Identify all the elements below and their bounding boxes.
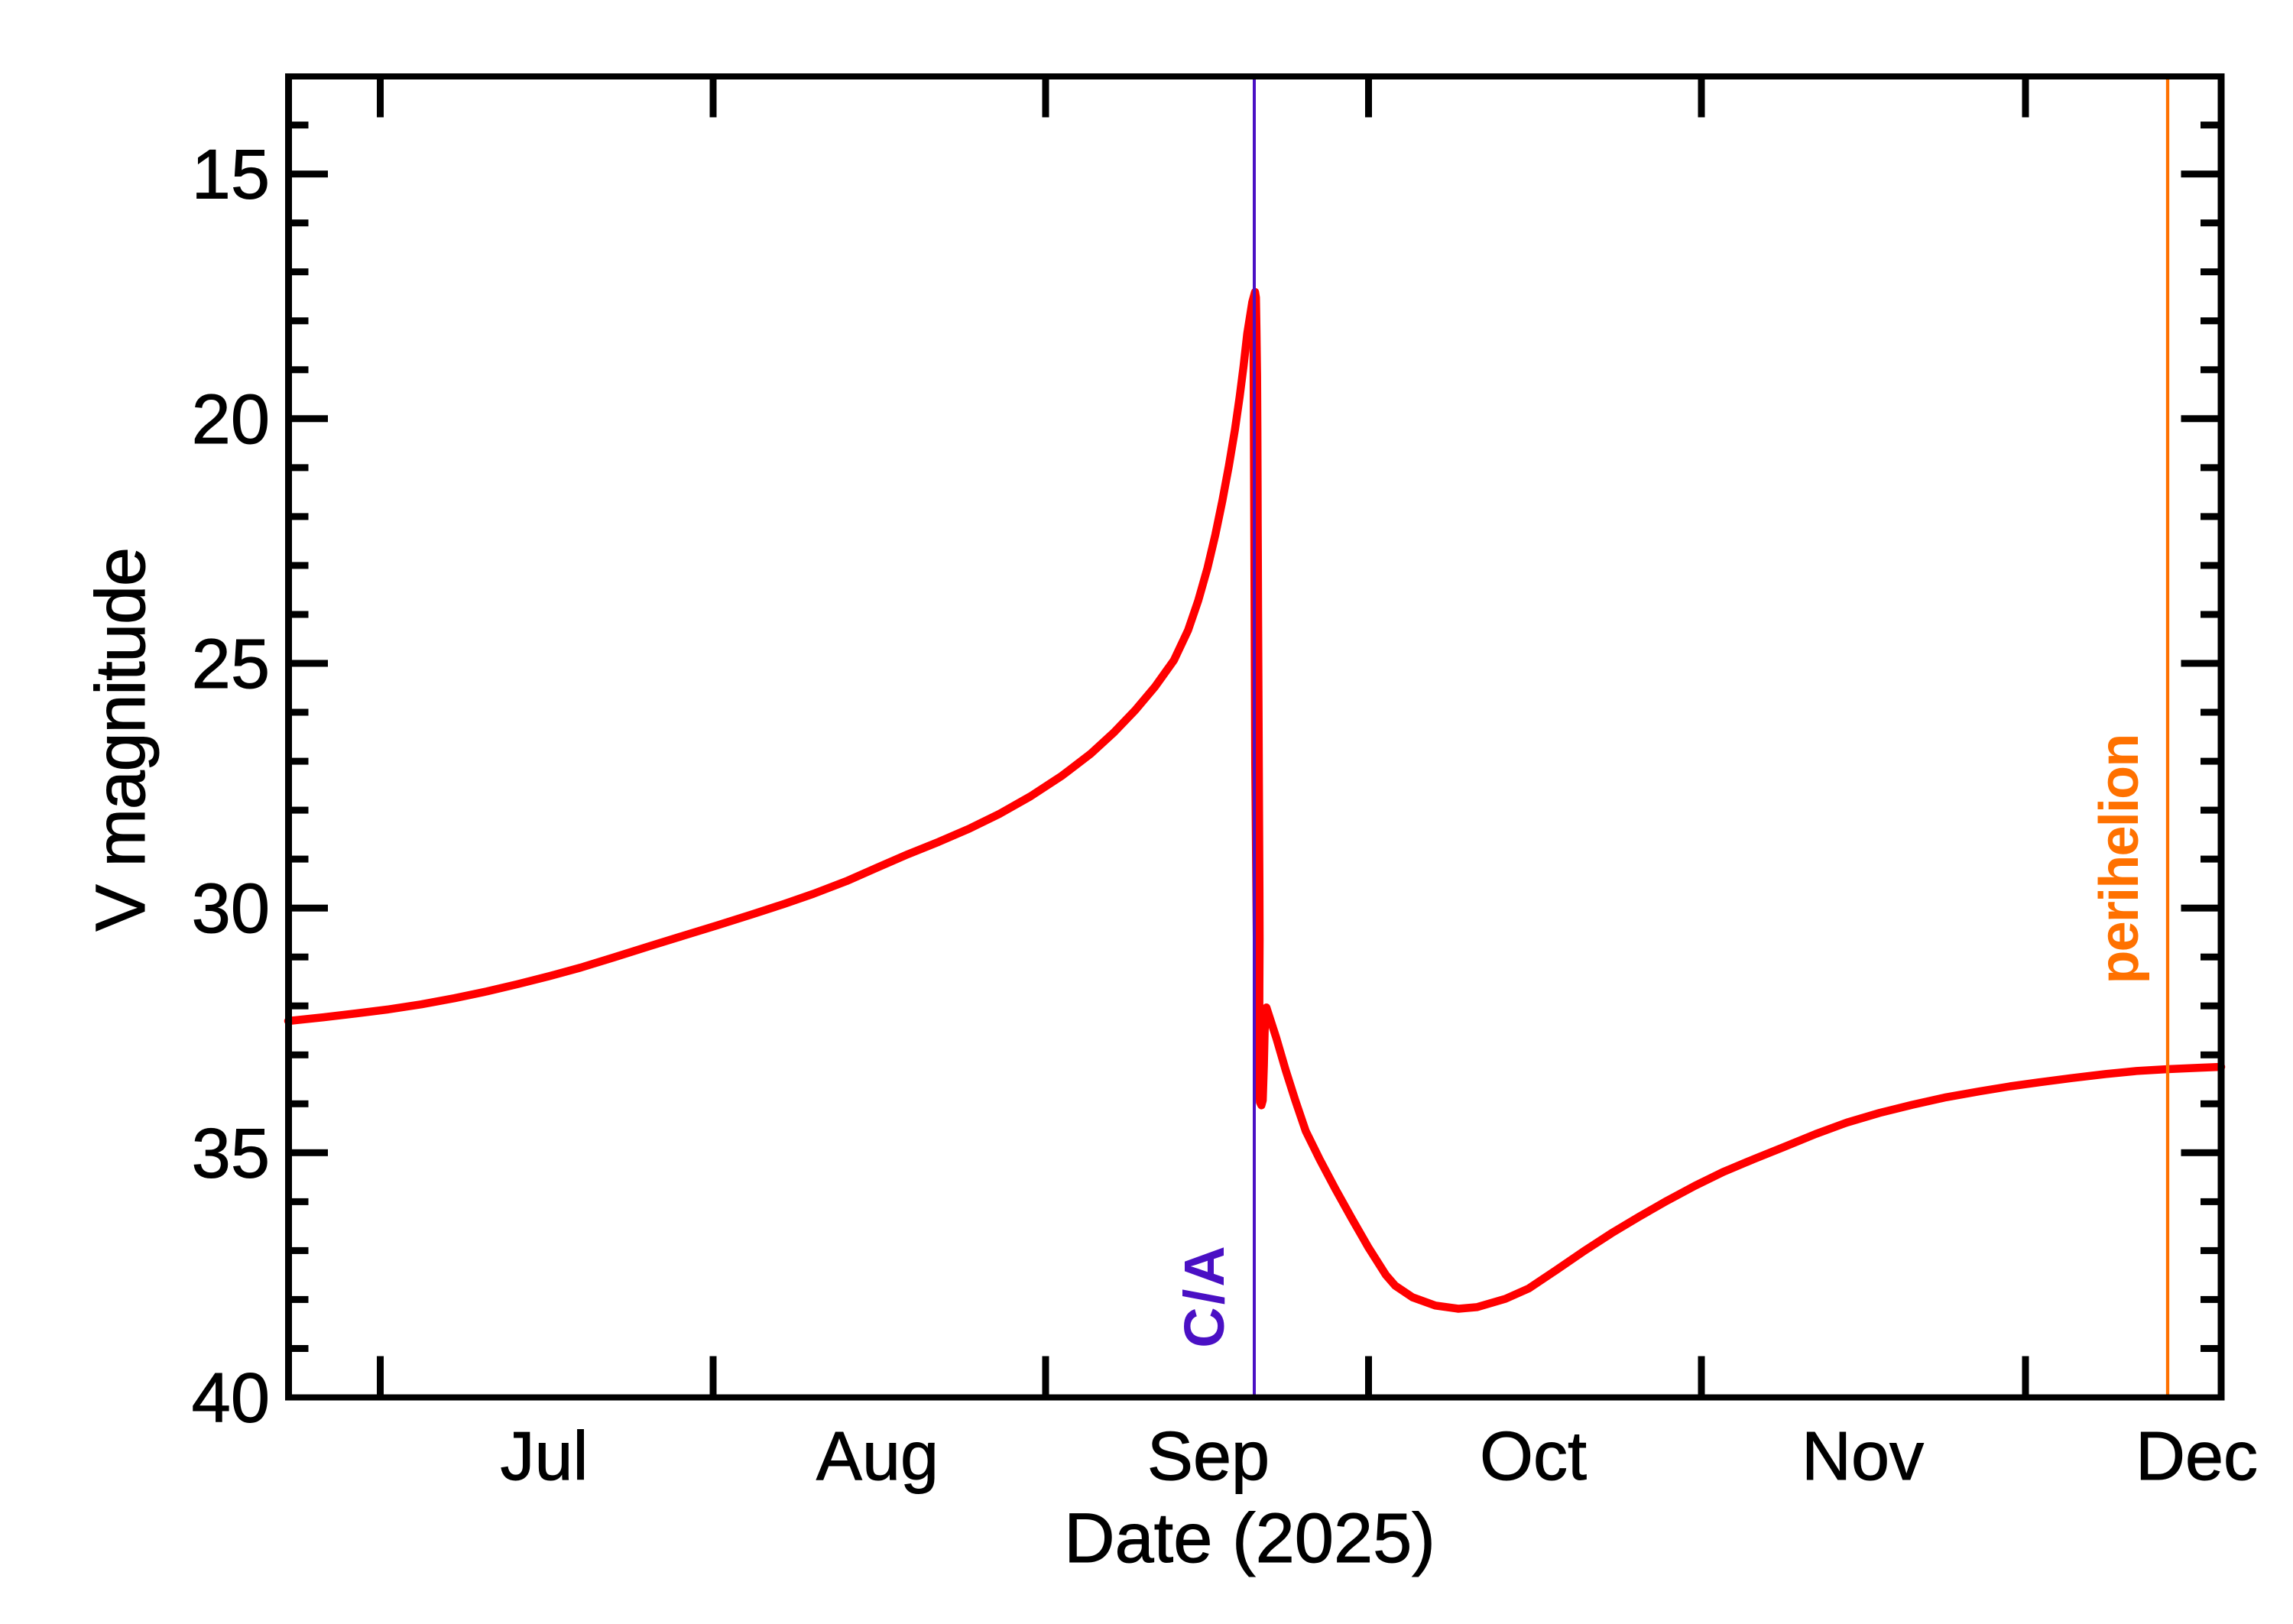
svg-text:Date (2025): Date (2025) [1064,1499,1435,1577]
svg-text:V magnitude: V magnitude [82,548,160,931]
svg-text:35: 35 [192,1114,270,1192]
svg-text:C/A: C/A [1172,1243,1236,1347]
svg-text:Sep: Sep [1147,1418,1270,1495]
svg-text:Jul: Jul [500,1418,588,1495]
svg-text:30: 30 [192,870,270,948]
svg-text:Dec: Dec [2136,1418,2258,1495]
svg-text:Aug: Aug [816,1418,939,1495]
svg-text:15: 15 [192,136,270,214]
svg-text:perihelion: perihelion [2089,734,2150,984]
svg-text:20: 20 [192,381,270,459]
svg-text:Nov: Nov [1802,1418,1924,1495]
svg-text:25: 25 [192,625,270,703]
svg-text:40: 40 [192,1360,270,1438]
svg-text:Oct: Oct [1480,1418,1587,1495]
